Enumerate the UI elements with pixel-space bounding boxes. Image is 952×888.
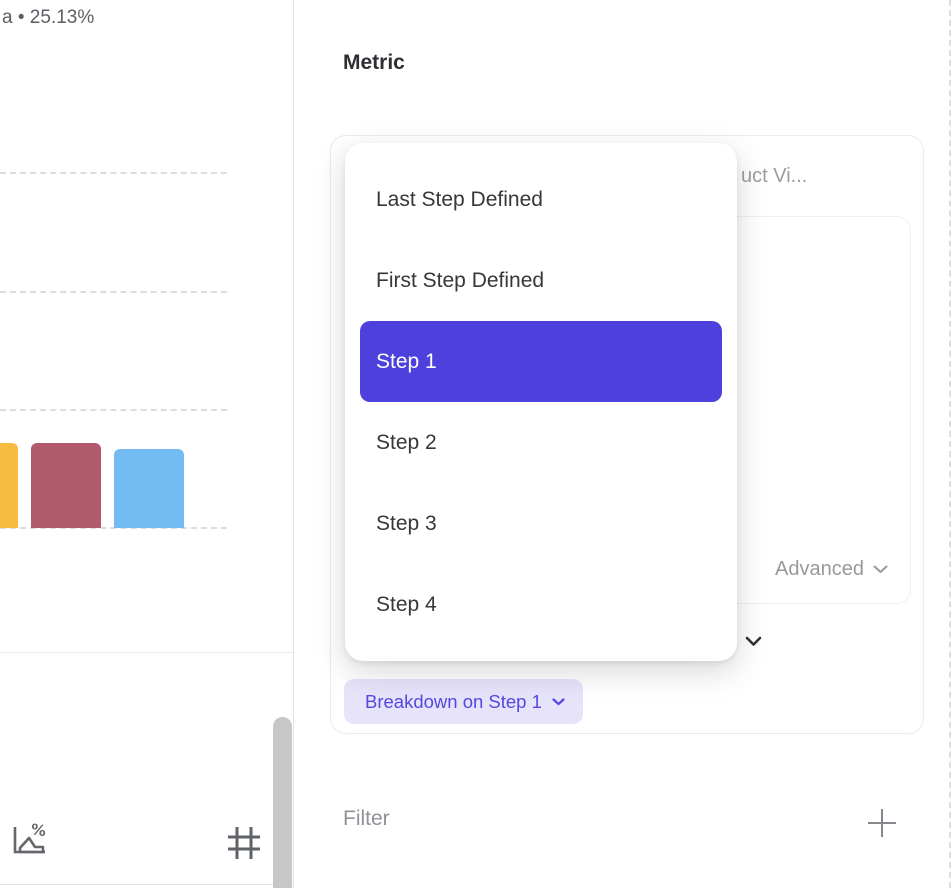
metric-section-title: Metric xyxy=(343,51,405,75)
gridline xyxy=(0,409,227,411)
conversion-chart-button[interactable]: % xyxy=(7,818,49,860)
funnel-bar[interactable] xyxy=(0,443,18,528)
chevron-down-icon xyxy=(873,565,888,573)
chevron-down-icon xyxy=(552,697,565,705)
dropdown-option-first-step-defined[interactable]: First Step Defined xyxy=(376,268,545,292)
dropdown-option-step-3[interactable]: Step 3 xyxy=(376,511,437,535)
scrollbar-thumb[interactable] xyxy=(273,717,292,888)
filter-section-title: Filter xyxy=(343,807,390,830)
chart-percent-icon: % xyxy=(13,820,47,854)
panel-bottom-border xyxy=(0,884,293,885)
chart-card-border xyxy=(0,652,293,653)
step-dropdown-menu: Last Step Defined First Step Defined Step … xyxy=(345,143,737,661)
advanced-label: Advanced xyxy=(775,558,864,580)
chart-panel: a • 25.13% % xyxy=(0,0,293,888)
advanced-toggle[interactable]: Advanced xyxy=(775,558,888,581)
breakdown-button[interactable]: Breakdown on Step 1 xyxy=(344,679,583,724)
breakdown-label: Breakdown on Step 1 xyxy=(365,690,542,712)
grid-hash-button[interactable] xyxy=(224,825,264,861)
panel-edge xyxy=(949,0,951,888)
collapse-chevron-button[interactable] xyxy=(745,636,762,647)
gridline xyxy=(0,291,227,293)
dropdown-option-step-2[interactable]: Step 2 xyxy=(376,430,437,454)
dropdown-option-step-4[interactable]: Step 4 xyxy=(376,592,437,616)
funnel-bar[interactable] xyxy=(31,443,101,528)
gridline xyxy=(0,527,227,529)
plus-icon xyxy=(868,809,896,837)
panel-divider xyxy=(293,0,294,888)
add-filter-button[interactable] xyxy=(864,805,900,841)
legend-label: a • 25.13% xyxy=(2,7,95,28)
dropdown-option-last-step-defined[interactable]: Last Step Defined xyxy=(376,187,543,211)
gridline xyxy=(0,172,227,174)
dropdown-option-step-1[interactable]: Step 1 xyxy=(360,321,722,402)
chevron-down-icon xyxy=(745,636,762,646)
event-name-truncated[interactable]: uct Vi... xyxy=(741,165,808,187)
grid-hash-icon xyxy=(228,827,260,859)
funnel-bar[interactable] xyxy=(114,449,184,528)
svg-text:%: % xyxy=(30,820,47,840)
